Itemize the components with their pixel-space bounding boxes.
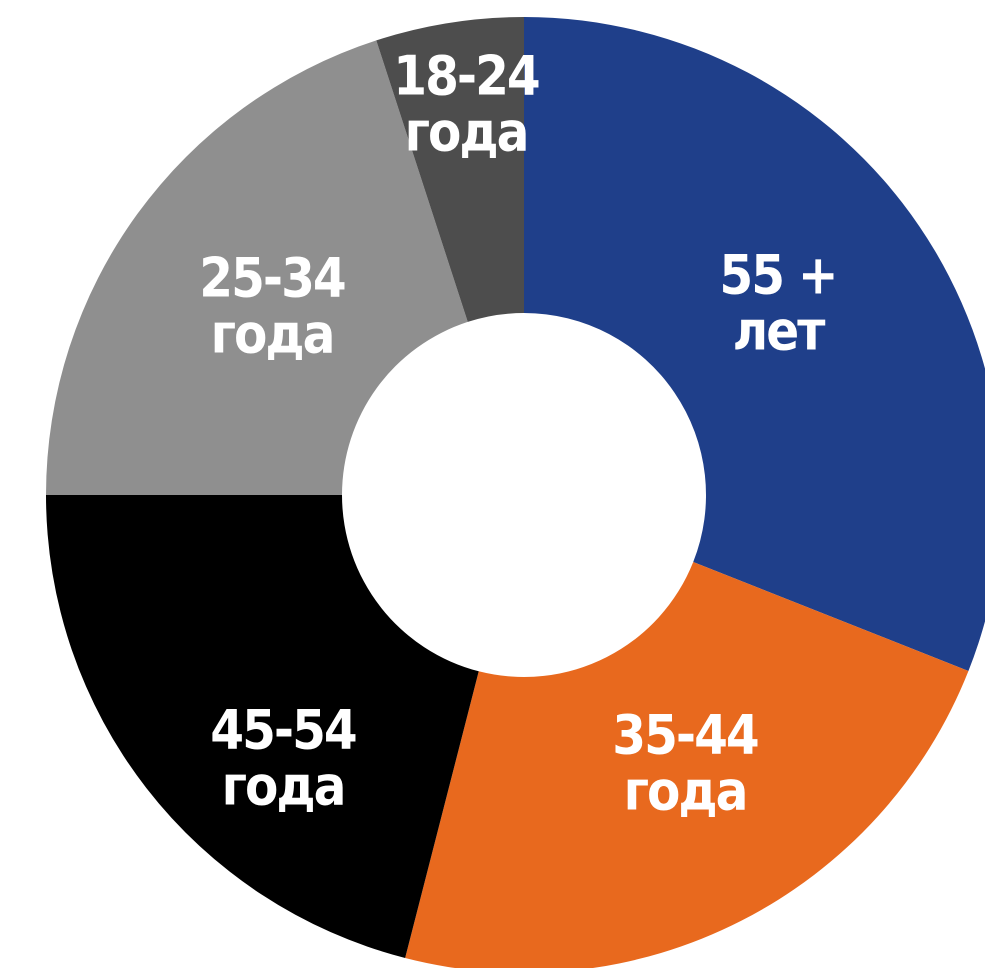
donut-slice xyxy=(46,40,468,495)
slice-label: года xyxy=(211,303,334,366)
donut-slice xyxy=(524,17,985,671)
slice-label: 18-24 xyxy=(393,45,539,108)
slice-label: 45-54 xyxy=(210,699,356,762)
slice-label: 35-44 xyxy=(612,704,758,767)
donut-slice xyxy=(46,495,479,958)
slice-label: лет xyxy=(733,300,826,363)
slice-label: 55 + xyxy=(719,244,836,307)
donut-slice xyxy=(405,561,969,968)
slice-label: года xyxy=(405,101,528,164)
slice-label: года xyxy=(624,760,747,823)
slice-label: 25-34 xyxy=(199,247,345,310)
donut-slice xyxy=(376,17,524,322)
slice-label: года xyxy=(222,755,345,818)
